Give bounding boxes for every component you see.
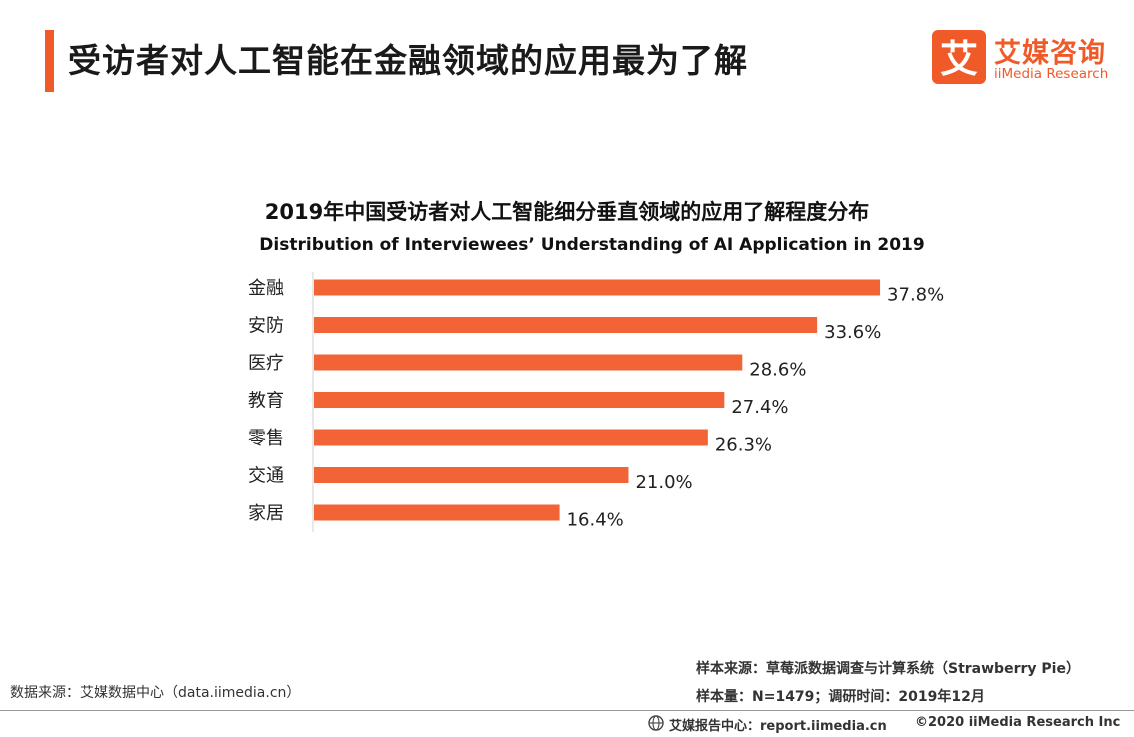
value-label: 37.8% xyxy=(887,285,944,306)
value-label: 21.0% xyxy=(635,472,692,493)
category-label: 医疗 xyxy=(248,353,284,374)
bar xyxy=(314,504,560,521)
value-label: 16.4% xyxy=(567,510,624,531)
title-accent-bar xyxy=(45,30,54,92)
copyright-text: ©2020 iiMedia Research Inc xyxy=(915,715,1121,730)
category-label: 金融 xyxy=(248,278,284,299)
page-title: 受访者对人工智能在金融领域的应用最为了解 xyxy=(68,41,748,80)
category-label: 零售 xyxy=(248,428,284,449)
bar xyxy=(314,354,743,371)
bottom-bar: 艾媒报告中心：report.iimedia.cn ©2020 iiMedia R… xyxy=(0,712,1134,737)
logo-name-cn: 艾媒咨询 xyxy=(994,38,1106,69)
value-label: 28.6% xyxy=(749,360,806,381)
logo-mark-icon: 艾 xyxy=(932,30,986,84)
chart-subtitle: Distribution of Interviewees’ Understand… xyxy=(259,235,925,255)
chart-title: 2019年中国受访者对人工智能细分垂直领域的应用了解程度分布 xyxy=(264,200,870,224)
report-site-link[interactable]: 艾媒报告中心：report.iimedia.cn xyxy=(669,719,887,734)
globe-icon xyxy=(648,715,664,731)
value-label: 26.3% xyxy=(715,435,772,456)
category-label: 教育 xyxy=(248,391,284,412)
category-label: 安防 xyxy=(248,316,284,337)
logo-name-en: iiMedia Research xyxy=(994,66,1109,82)
value-label: 27.4% xyxy=(731,397,788,418)
data-source-note: 数据来源：艾媒数据中心（data.iimedia.cn） xyxy=(10,685,301,701)
sample-info-note: 样本量：N=1479；调研时间：2019年12月 xyxy=(696,689,985,705)
footer-divider xyxy=(0,710,1134,711)
iimedia-logo: 艾 艾媒咨询 iiMedia Research xyxy=(932,30,1122,90)
sample-source-note: 样本来源：草莓派数据调查与计算系统（Strawberry Pie） xyxy=(696,661,1080,677)
bar xyxy=(314,467,629,483)
logo-mark-glyph: 艾 xyxy=(940,37,978,81)
bar xyxy=(314,429,708,446)
category-label: 家居 xyxy=(248,503,284,524)
category-label: 交通 xyxy=(248,466,284,487)
bar xyxy=(314,317,818,333)
bar xyxy=(314,279,881,296)
value-label: 33.6% xyxy=(824,322,881,343)
bar xyxy=(314,392,725,408)
